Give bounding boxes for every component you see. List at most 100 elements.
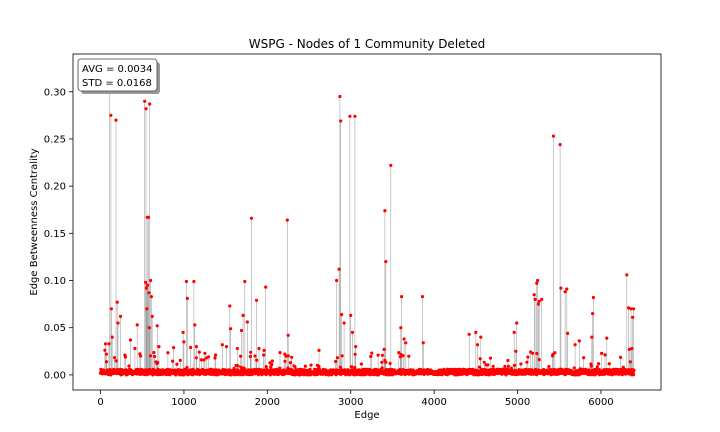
y-tick-label: 0.05 [44, 323, 66, 334]
data-point [553, 351, 557, 355]
data-point [114, 118, 118, 122]
data-point [512, 330, 516, 334]
data-point [402, 337, 406, 341]
data-point [407, 354, 411, 358]
data-point [558, 143, 562, 147]
data-point [600, 351, 604, 355]
y-tick-label: 0.25 [44, 134, 66, 145]
data-point [338, 365, 342, 369]
data-point [334, 359, 338, 364]
data-point [249, 216, 254, 220]
data-point [148, 102, 152, 106]
data-point [632, 368, 636, 372]
data-point [123, 355, 128, 359]
data-point [283, 359, 287, 363]
data-point [380, 366, 384, 370]
data-point [509, 366, 514, 370]
y-tick-label: 0.10 [44, 276, 66, 287]
data-point [262, 348, 266, 352]
x-axis: 0 1000 2000 3000 4000 5000 6000 [97, 390, 614, 408]
data-point [630, 346, 634, 351]
data-point [353, 366, 357, 370]
data-point [286, 333, 290, 337]
data-point [191, 367, 195, 371]
data-point [290, 355, 294, 359]
data-point [535, 281, 539, 285]
data-point [342, 321, 346, 325]
data-point [204, 356, 208, 360]
data-point [278, 351, 282, 355]
data-point [135, 323, 139, 327]
data-point [114, 359, 118, 363]
data-point [475, 343, 480, 347]
data-point [248, 354, 252, 359]
data-point [335, 356, 339, 360]
y-axis: 0.00 0.05 0.10 0.15 0.20 0.25 0.30 [44, 87, 73, 381]
data-point [354, 345, 358, 349]
data-point [563, 290, 567, 294]
data-point [605, 336, 609, 340]
data-point [103, 342, 108, 346]
data-point [184, 279, 188, 284]
data-point [519, 362, 523, 366]
data-point [339, 119, 343, 123]
data-point [531, 351, 535, 355]
data-point [537, 299, 541, 303]
data-point [149, 354, 153, 358]
data-point [595, 365, 599, 369]
data-point [286, 354, 290, 358]
data-point [157, 345, 161, 349]
y-tick-label: 0.30 [44, 87, 66, 98]
data-point [202, 358, 206, 362]
data-point [185, 296, 189, 300]
data-point [582, 356, 586, 360]
data-point [171, 359, 175, 363]
data-point [262, 353, 266, 357]
data-point [146, 215, 151, 219]
data-point [503, 364, 507, 368]
data-point [389, 163, 393, 167]
data-point [109, 113, 113, 117]
data-point [557, 372, 561, 376]
data-point [257, 346, 261, 351]
data-point [512, 363, 517, 367]
x-tick-label: 2000 [255, 397, 280, 408]
data-point [547, 364, 551, 369]
data-point [197, 350, 201, 354]
data-point [168, 373, 172, 377]
data-point [236, 364, 240, 368]
data-point [620, 373, 624, 377]
data-point [241, 313, 245, 317]
data-point [283, 352, 287, 356]
data-point [214, 353, 218, 357]
data-point [155, 324, 159, 328]
data-point [224, 345, 229, 349]
data-point [467, 332, 471, 336]
data-point [338, 94, 342, 99]
data-point [257, 373, 261, 377]
data-point [440, 373, 444, 377]
data-point [535, 373, 539, 377]
stem-lines [104, 87, 634, 373]
data-point [566, 331, 570, 335]
y-tick-label: 0.20 [44, 182, 66, 193]
data-point [209, 367, 213, 371]
data-point [577, 339, 581, 343]
data-point [384, 360, 388, 364]
data-point [420, 295, 425, 299]
data-point [376, 353, 380, 357]
data-point [380, 353, 384, 357]
chart-title: WSPG - Nodes of 1 Community Deleted [249, 37, 486, 51]
stats-box: AVG = 0.0034 STD = 0.0168 [77, 58, 160, 94]
data-point [628, 360, 632, 364]
data-point [146, 283, 150, 287]
data-point [239, 354, 243, 358]
data-point [404, 341, 408, 345]
data-point [181, 330, 185, 334]
data-point [153, 354, 157, 359]
data-point [514, 349, 518, 353]
data-point [532, 293, 536, 297]
data-point [147, 326, 151, 330]
data-point [353, 114, 357, 118]
data-point [255, 358, 259, 362]
